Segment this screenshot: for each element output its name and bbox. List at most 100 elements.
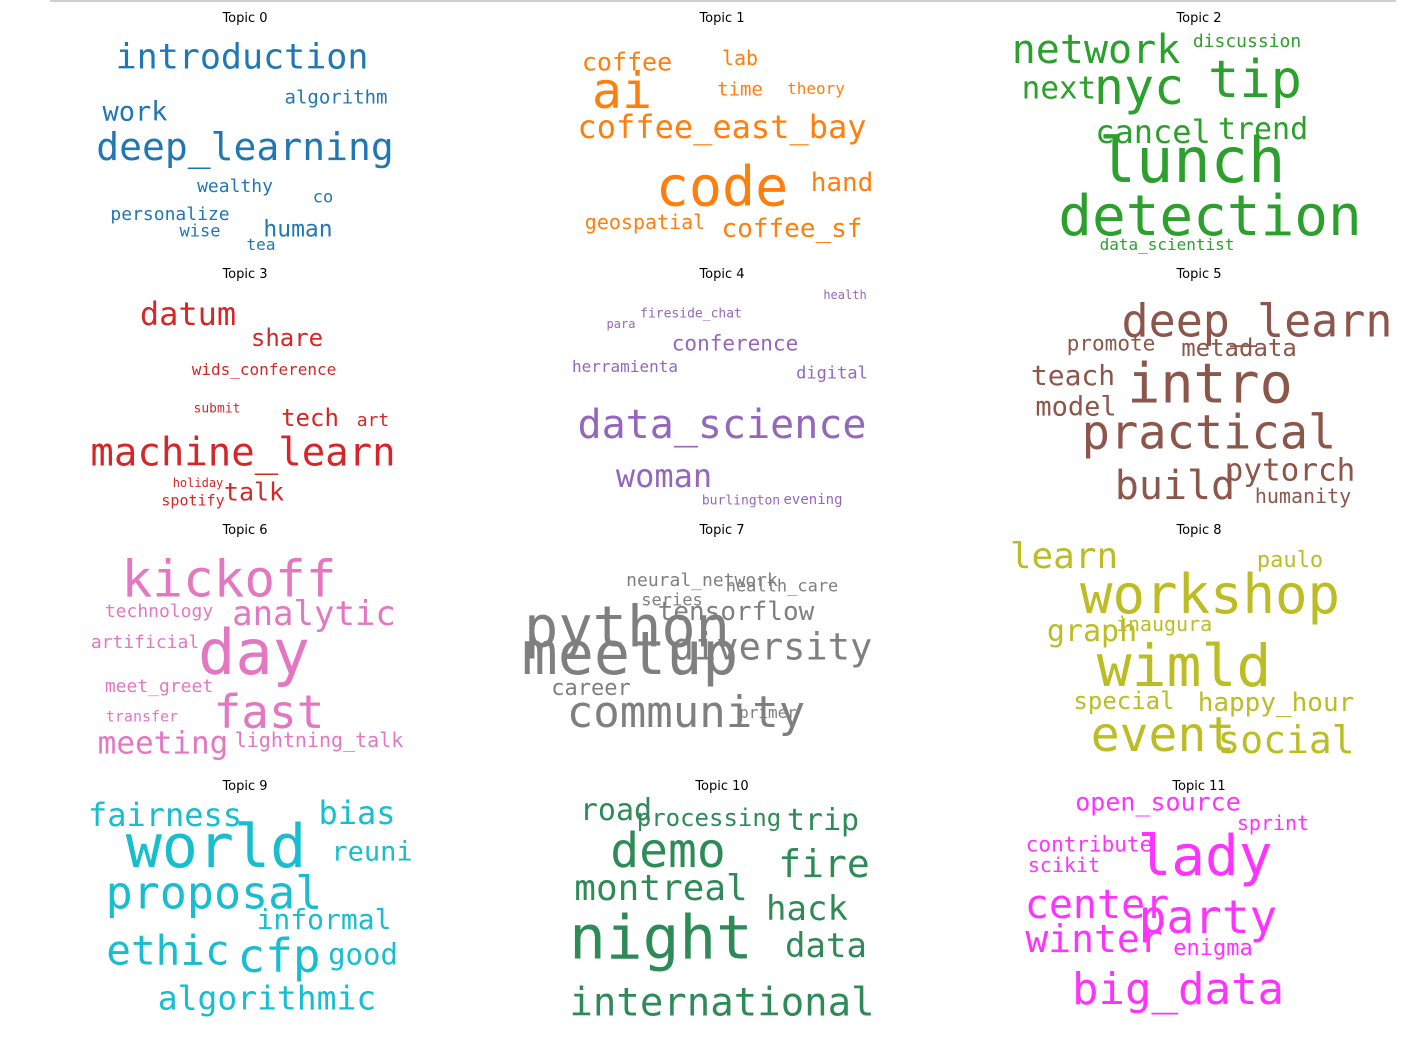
topic-word: submit [193, 401, 241, 417]
topic-word: network [1011, 27, 1181, 73]
topic-panel: Topic 11 open_source sprint contribute lady s… [999, 768, 1399, 1024]
topic-word: coffee_sf [721, 214, 863, 244]
topic-panel: Topic 0 introduction deep_learning work algo… [45, 0, 445, 256]
topic-word: sprint [1236, 811, 1310, 835]
topic-word: enigma [1173, 936, 1253, 961]
topic-word: algorithm [284, 86, 388, 109]
topic-word: wimld [1096, 632, 1272, 700]
topic-panel: Topic 2 network discussion next nyc tip cancel… [999, 0, 1399, 256]
topic-word: tea [246, 235, 276, 254]
topic-word: ai [591, 62, 653, 120]
topic-word: trip [786, 803, 860, 838]
topic-word: cancel [1095, 113, 1211, 151]
topic-word: art [356, 410, 390, 431]
topic-panel: Topic 3 datum share wids_conference submit te… [45, 256, 445, 512]
topic-word: transfer [105, 707, 179, 726]
topic-word: contribute [1025, 832, 1153, 857]
topic-word: tip [1208, 50, 1302, 110]
topic-word: hack [766, 889, 848, 929]
topic-word: share [250, 324, 324, 352]
topic-title: Topic 5 [1176, 267, 1222, 282]
topic-word: machine_learn [90, 430, 396, 476]
topic-word: lunch [1098, 124, 1286, 197]
topic-word: coffee [581, 47, 673, 77]
topic-word: introduction [115, 37, 369, 78]
topic-word: geospatial [584, 210, 706, 234]
topic-word: tensorflow [657, 597, 815, 627]
topic-word: demo [610, 823, 726, 879]
topic-word: data_scientist [1099, 235, 1235, 254]
topic-word: evening [783, 492, 843, 508]
topic-word: meet_greet [104, 676, 214, 697]
topic-panel: Topic 6 kickoff technology analytic artifici… [45, 512, 445, 768]
topic-word: wealthy [197, 176, 273, 197]
topic-word: social [1217, 718, 1355, 762]
topic-word: neural_network [626, 570, 778, 591]
topic-title: Topic 10 [695, 779, 749, 794]
topic-word: para [606, 317, 636, 331]
topic-word: holiday [172, 476, 224, 490]
topic-word: model [1035, 391, 1117, 423]
topic-word: algorithmic [157, 978, 377, 1018]
figure-top-border [50, 0, 1396, 2]
topic-title: Topic 3 [222, 267, 268, 282]
topic-word: processing [636, 804, 782, 832]
topic-word: learn [1009, 536, 1119, 577]
topic-word: tech [281, 404, 339, 432]
topic-word: python [524, 594, 730, 661]
topic-panel: Topic 9 fairness bias world reuni proposal inf… [45, 768, 445, 1024]
topic-title: Topic 11 [1172, 779, 1226, 794]
topic-word: special [1073, 687, 1175, 715]
topic-word: international [569, 980, 875, 1026]
topic-word: day [198, 616, 310, 689]
topic-word: happy_hour [1197, 688, 1355, 718]
topic-word: conference [671, 331, 799, 356]
topic-word: proposal [105, 866, 323, 920]
topic-word: digital [796, 363, 868, 384]
topic-word: code [655, 154, 789, 219]
topic-word: next [1021, 70, 1097, 107]
topic-word: lightning_talk [234, 728, 404, 752]
topic-word: burlington [701, 493, 781, 509]
topic-word: center [1024, 882, 1170, 928]
topic-word: fast [213, 685, 325, 739]
topic-word: lady [1137, 824, 1273, 889]
topic-word: fairness [87, 796, 243, 834]
topic-word: graph [1046, 614, 1138, 649]
topic-panel: Topic 8 learn paulo workshop graph inaugura wi… [999, 512, 1399, 768]
topic-word: intro [1127, 351, 1293, 416]
topic-word: artificial [90, 632, 200, 653]
topic-word: work [102, 96, 168, 128]
topic-word: build [1114, 463, 1236, 509]
topic-word: detection [1058, 184, 1362, 249]
topic-title: Topic 0 [222, 11, 268, 26]
topic-word: talk [223, 477, 285, 507]
topic-word: event [1090, 707, 1236, 763]
topic-word: promote [1066, 331, 1156, 356]
topic-word: wise [179, 221, 221, 242]
topic-word: party [1138, 890, 1278, 944]
topic-title: Topic 1 [699, 11, 745, 26]
topic-word: metadata [1181, 334, 1297, 362]
topic-word: practical [1081, 405, 1337, 461]
topic-word: montreal [574, 868, 748, 909]
topic-word: series [641, 590, 703, 611]
topic-panel: Topic 4 health fireside_chat para conference… [522, 256, 922, 512]
topic-word: spotify [161, 491, 225, 510]
topic-word: data_science [577, 402, 867, 448]
topic-word: cfp [237, 929, 321, 983]
topic-word: humanity [1254, 484, 1352, 508]
topic-word: paulo [1256, 548, 1324, 573]
topic-word: night [569, 902, 753, 974]
topic-panel: Topic 5 deep_learn promote metadata teach int… [999, 256, 1399, 512]
topic-word: health [823, 288, 867, 302]
topic-word: nyc [1093, 58, 1185, 116]
topic-word: herramienta [572, 357, 678, 376]
topic-word: data [785, 926, 867, 966]
topic-word: coffee_east_bay [577, 108, 867, 146]
topic-word: open_source [1075, 787, 1241, 817]
topic-title: Topic 4 [699, 267, 745, 282]
topic-word: deep_learning [96, 125, 394, 169]
topic-word: teach [1030, 359, 1116, 392]
